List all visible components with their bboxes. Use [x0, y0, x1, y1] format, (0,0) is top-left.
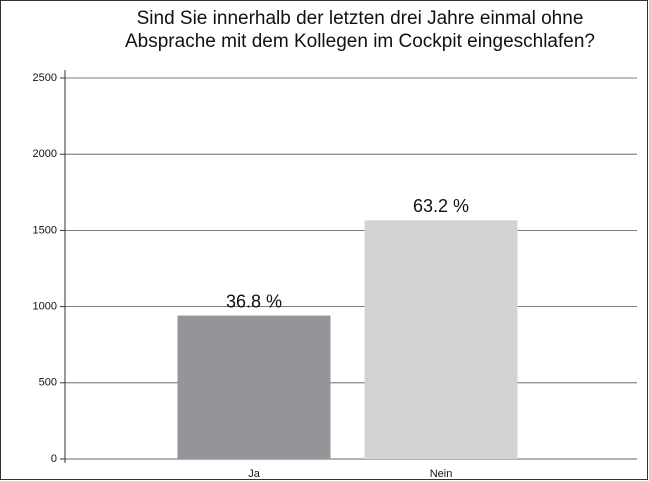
y-tick-label: 500 [39, 377, 57, 389]
y-tick-label: 0 [51, 453, 57, 465]
y-tick-label: 2000 [33, 148, 57, 160]
x-tick-label: Ja [248, 468, 261, 480]
chart-title: Absprache mit dem Kollegen im Cockpit ei… [125, 31, 595, 52]
y-tick-label: 2500 [33, 72, 57, 84]
chart-title: Sind Sie innerhalb der letzten drei Jahr… [137, 8, 584, 29]
bar [177, 315, 331, 459]
y-tick-label: 1500 [33, 224, 57, 236]
x-tick-label: Nein [430, 468, 453, 480]
y-tick-label: 1000 [33, 301, 57, 313]
value-label: 36.8 % [226, 291, 282, 311]
bar [364, 220, 518, 459]
value-label: 63.2 % [413, 196, 469, 216]
